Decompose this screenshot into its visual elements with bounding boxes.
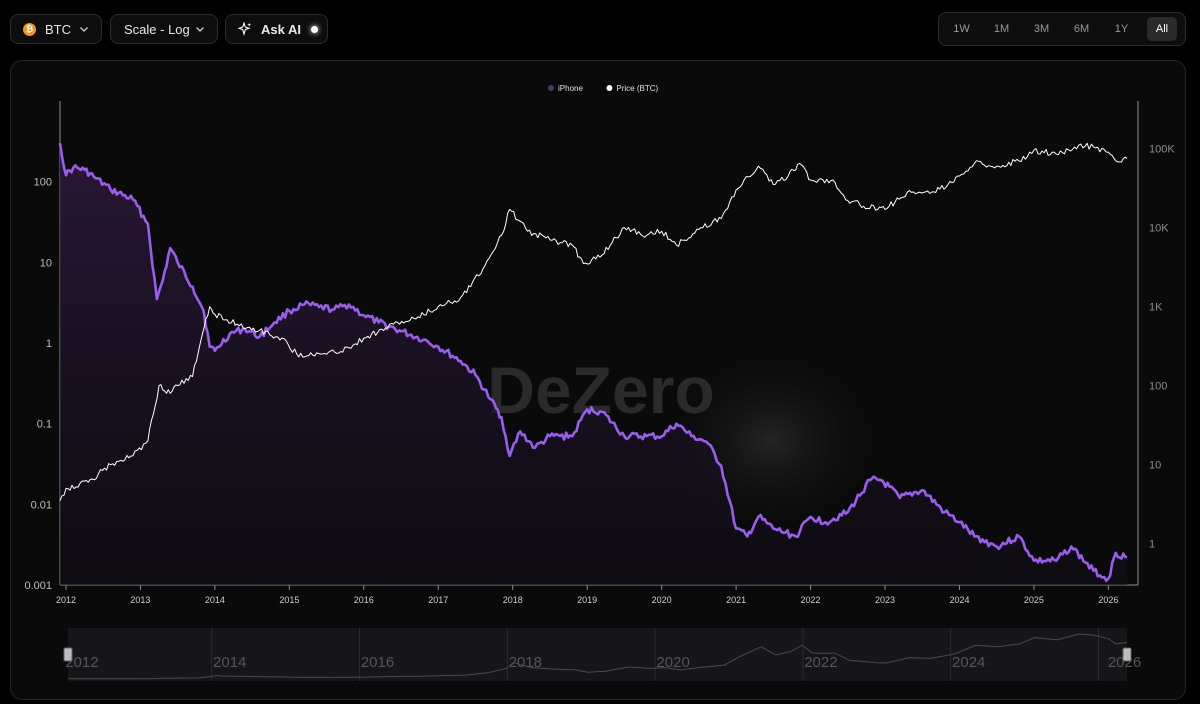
x-tick-label: 2016 — [354, 595, 374, 605]
range-button-3m[interactable]: 3M — [1033, 23, 1050, 35]
range-button-6m[interactable]: 6M — [1073, 23, 1090, 35]
navigator-tick-label: 2012 — [65, 654, 98, 671]
x-tick-label: 2024 — [949, 595, 969, 605]
ask-ai-button[interactable]: Ask AI — [225, 14, 328, 44]
asset-select[interactable]: ₿ BTC — [10, 14, 102, 44]
x-tick-label: 2021 — [726, 595, 746, 605]
left-tick-label: 0.01 — [31, 499, 52, 511]
navigator-tick-label: 2018 — [509, 654, 542, 671]
navigator-series-line — [68, 633, 1128, 680]
asset-label: BTC — [45, 21, 71, 37]
ask-ai-label: Ask AI — [261, 21, 301, 37]
time-range-group: 1W 1M 3M 6M 1Y All — [938, 12, 1186, 46]
legend-label: Price (BTC) — [616, 84, 658, 93]
iphone-area-fill — [60, 143, 1127, 585]
right-tick-label: 10K — [1149, 223, 1169, 235]
right-tick-label: 100K — [1149, 144, 1175, 156]
sparkle-icon — [238, 22, 252, 36]
x-tick-label: 2015 — [279, 595, 299, 605]
x-tick-label: 2023 — [875, 595, 895, 605]
navigator-right-handle — [1122, 647, 1132, 662]
axes: 0.001 0.01 0.1 1 10 100 1 10 100 1K 10K 100K 2012 201… — [24, 101, 1175, 605]
navigator-tick-label: 2020 — [656, 654, 689, 671]
range-button-1w[interactable]: 1W — [953, 23, 970, 35]
toolbar: ₿ BTC Scale - Log Ask AI 1W 1M 3M 6M 1Y All — [0, 0, 1200, 60]
x-tick-label: 2012 — [56, 595, 76, 605]
x-tick-label: 2020 — [652, 595, 672, 605]
navigator-tick-label: 2024 — [952, 654, 985, 671]
navigator-tick-label: 2022 — [804, 654, 837, 671]
scale-select[interactable]: Scale - Log — [110, 14, 218, 44]
left-tick-label: 100 — [34, 177, 52, 189]
navigator-tick-label: 2026 — [1108, 654, 1141, 671]
range-button-1y[interactable]: 1Y — [1114, 23, 1129, 35]
chart-panel: DeZero iPhone Price (BTC) 0.001 0.01 0.1 1 10… — [10, 60, 1186, 700]
legend-label: iPhone — [558, 84, 583, 93]
chevron-down-icon — [196, 27, 204, 32]
x-tick-label: 2025 — [1024, 595, 1044, 605]
x-tick-label: 2026 — [1098, 595, 1118, 605]
legend-marker — [548, 85, 554, 91]
right-tick-label: 10 — [1149, 460, 1161, 472]
x-tick-label: 2019 — [577, 595, 597, 605]
right-tick-label: 1 — [1149, 539, 1155, 551]
left-tick-label: 0.1 — [37, 419, 52, 431]
right-tick-label: 100 — [1149, 381, 1167, 393]
ai-status-dot — [310, 25, 318, 33]
bitcoin-icon: ₿ — [23, 22, 36, 36]
navigator-left-handle — [63, 647, 73, 662]
chart-svg: DeZero iPhone Price (BTC) 0.0010.010.1110… — [24, 84, 1175, 681]
x-tick-label: 2018 — [503, 595, 523, 605]
right-tick-label: 1K — [1149, 302, 1163, 314]
range-button-all[interactable]: All — [1147, 17, 1177, 41]
legend: iPhone Price (BTC) — [548, 84, 659, 93]
scale-label: Scale - Log — [124, 21, 190, 37]
iphone-line — [58, 143, 1128, 582]
series-layer — [58, 142, 1128, 585]
x-tick-label: 2017 — [428, 595, 448, 605]
left-tick-label: 1 — [46, 338, 52, 350]
x-tick-label: 2014 — [205, 595, 225, 605]
navigator-tick-label: 2014 — [213, 654, 246, 671]
btc-price-line — [59, 142, 1128, 501]
range-button-1m[interactable]: 1M — [993, 23, 1010, 35]
x-tick-label: 2013 — [130, 595, 150, 605]
navigator[interactable]: 2012 2014 2016 2018 2020 2022 2024 2026 — [63, 628, 1141, 681]
chevron-down-icon — [80, 27, 88, 32]
left-tick-label: 0.001 — [24, 580, 52, 592]
navigator-tick-label: 2016 — [361, 654, 394, 671]
legend-marker — [606, 85, 613, 91]
x-tick-label: 2022 — [801, 595, 821, 605]
left-tick-label: 10 — [40, 257, 52, 269]
